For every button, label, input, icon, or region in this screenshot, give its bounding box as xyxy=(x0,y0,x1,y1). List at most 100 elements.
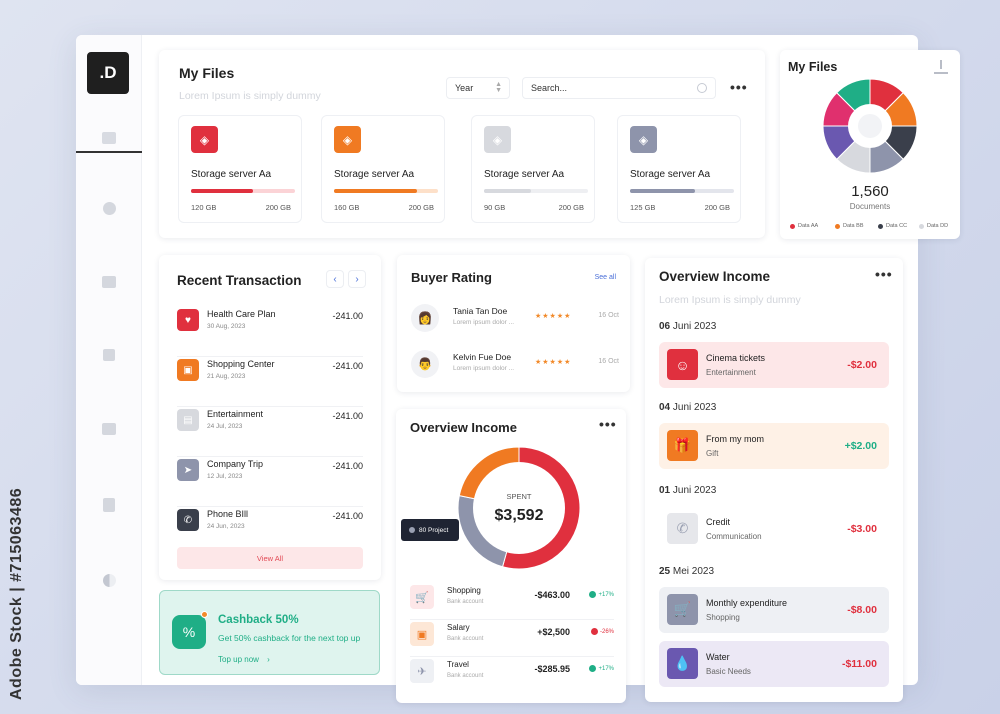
more-options-icon[interactable]: ••• xyxy=(875,266,893,282)
transaction-name: Shopping Center xyxy=(207,359,275,369)
grid-icon xyxy=(103,349,115,361)
plane-icon: ✈ xyxy=(410,659,434,683)
buyer-rating-card: Buyer Rating See all 👩 Tania Tan Doe Lor… xyxy=(397,255,630,392)
transaction-amount: -241.00 xyxy=(332,311,363,321)
storage-bar-fill xyxy=(484,189,531,193)
item-category: Communication xyxy=(706,532,762,541)
storage-total: 200 GB xyxy=(265,203,291,212)
item-amount: -$11.00 xyxy=(841,658,877,670)
income-item[interactable]: 🎁 From my mom Gift +$2.00 xyxy=(659,423,889,469)
nav-files[interactable] xyxy=(76,125,142,153)
phone-icon: ✆ xyxy=(667,513,698,544)
buyer-desc: Lorem ipsum dolor ... xyxy=(453,319,515,326)
storage-name: Storage server Aa xyxy=(630,169,711,180)
arrow-up-icon xyxy=(589,665,597,672)
top-up-label: Top up now xyxy=(218,655,259,664)
compass-icon xyxy=(102,201,116,215)
download-icon[interactable] xyxy=(934,60,948,74)
cash-icon: ▣ xyxy=(410,622,434,646)
user-icon xyxy=(103,498,115,512)
income-item[interactable]: ☺ Cinema tickets Entertainment -$2.00 xyxy=(659,342,889,388)
tooltip-label: 80 Project xyxy=(419,526,449,534)
item-category: Gift xyxy=(706,449,719,458)
date-day: 04 xyxy=(659,402,671,413)
transaction-date: 30 Aug, 2023 xyxy=(207,323,246,330)
nav-inbox[interactable] xyxy=(76,414,142,444)
cashback-card[interactable]: % Cashback 50% Get 50% cashback for the … xyxy=(159,590,380,675)
storage-card[interactable]: ◈ Storage server Aa 125 GB 200 GB xyxy=(617,115,741,223)
more-options-icon[interactable]: ••• xyxy=(599,416,617,432)
income-amount: -$463.00 xyxy=(534,590,570,600)
nav-cards[interactable] xyxy=(76,267,142,297)
legend-label: Data BB xyxy=(843,223,864,229)
storage-card[interactable]: ◈ Storage server Aa 90 GB 200 GB xyxy=(471,115,595,223)
buyer-name: Tania Tan Doe xyxy=(453,306,508,316)
date-day: 06 xyxy=(659,321,671,332)
top-up-link[interactable]: Top up now › xyxy=(218,655,270,664)
storage-name: Storage server Aa xyxy=(191,169,272,180)
nav-apps[interactable] xyxy=(76,340,142,370)
next-button[interactable]: › xyxy=(348,270,366,288)
transaction-row[interactable]: ➤ Company Trip 12 Jul, 2023 -241.00 xyxy=(177,457,363,507)
transaction-date: 12 Jul, 2023 xyxy=(207,473,243,480)
heart-icon: ♥ xyxy=(177,309,199,331)
income-change: +17% xyxy=(589,591,614,598)
transaction-row[interactable]: ✆ Phone BIll 24 Jun, 2023 -241.00 xyxy=(177,507,363,557)
updown-icon: ▲ ▼ xyxy=(495,81,502,94)
nav-profile[interactable] xyxy=(76,490,142,520)
income-row[interactable]: ✈ Travel Bank account -$285.95 +17% xyxy=(410,657,614,694)
income-item[interactable]: 🛒 Monthly expenditure Shopping -$8.00 xyxy=(659,587,889,633)
income-row[interactable]: ▣ Salary Bank account +$2,500 -26% xyxy=(410,620,614,657)
item-amount: -$8.00 xyxy=(847,604,877,616)
income-row[interactable]: 🛒 Shopping Bank account -$463.00 +17% xyxy=(410,583,614,620)
legend-swatch xyxy=(878,223,883,229)
buyer-row[interactable]: 👨 Kelvin Fue Doe Lorem ipsum dolor ... ★… xyxy=(411,350,619,390)
legend-swatch xyxy=(919,223,924,229)
inbox-icon xyxy=(102,423,116,435)
storage-card[interactable]: ◈ Storage server Aa 120 GB 200 GB xyxy=(178,115,302,223)
buyer-date: 16 Oct xyxy=(598,312,619,319)
transaction-row[interactable]: ♥ Health Care Plan 30 Aug, 2023 -241.00 xyxy=(177,307,363,357)
prev-button[interactable]: ‹ xyxy=(326,270,344,288)
spent-value: $3,592 xyxy=(494,507,544,524)
date-group-header: 06 Juni 2023 xyxy=(659,321,716,332)
storage-bar xyxy=(334,189,438,193)
logo[interactable]: .D xyxy=(87,52,129,94)
transaction-date: 21 Aug, 2023 xyxy=(207,373,246,380)
view-all-button[interactable]: View All xyxy=(177,547,363,569)
storage-bar xyxy=(484,189,588,193)
more-options-icon[interactable]: ••• xyxy=(730,79,748,95)
nav-theme[interactable] xyxy=(76,565,142,595)
search-icon xyxy=(697,83,707,93)
income-item[interactable]: 💧 Water Basic Needs -$11.00 xyxy=(659,641,889,687)
transaction-row[interactable]: ▤ Entertainment 24 Jul, 2023 -241.00 xyxy=(177,407,363,457)
item-name: From my mom xyxy=(706,434,764,444)
storage-bar-fill xyxy=(191,189,254,193)
search-input[interactable]: Search... xyxy=(522,77,716,99)
income-item[interactable]: ✆ Credit Communication -$3.00 xyxy=(659,506,889,552)
income-bank: Bank account xyxy=(447,599,484,605)
spent-label: SPENT xyxy=(506,492,532,501)
phone-icon: ✆ xyxy=(177,509,199,531)
buyer-row[interactable]: 👩 Tania Tan Doe Lorem ipsum dolor ... ★★… xyxy=(411,304,619,344)
income-change-value: -26% xyxy=(599,628,614,635)
nav-explore[interactable] xyxy=(76,193,142,223)
income-bank: Bank account xyxy=(447,636,484,642)
transaction-row[interactable]: ▣ Shopping Center 21 Aug, 2023 -241.00 xyxy=(177,357,363,407)
files-panel-title: My Files xyxy=(788,60,838,74)
item-name: Monthly expenditure xyxy=(706,598,788,608)
storage-bar xyxy=(630,189,734,193)
overview-income-card: Overview Income ••• SPENT $3,592 🛒 Shopp… xyxy=(396,409,626,703)
income-name: Salary xyxy=(447,623,470,632)
period-select[interactable]: Year ▲ ▼ xyxy=(446,77,510,99)
cashback-text: Get 50% cashback for the next top up xyxy=(218,633,361,643)
transaction-name: Health Care Plan xyxy=(207,309,276,319)
see-all-link[interactable]: See all xyxy=(594,274,616,281)
legend-item: Data DD xyxy=(919,223,948,229)
date-month: Juni 2023 xyxy=(672,485,717,496)
folder-icon xyxy=(102,132,116,144)
storage-card[interactable]: ◈ Storage server Aa 160 GB 200 GB xyxy=(321,115,445,223)
legend-dot xyxy=(409,527,415,533)
storage-bar-fill xyxy=(334,189,418,193)
gift-icon: 🎁 xyxy=(667,430,698,461)
